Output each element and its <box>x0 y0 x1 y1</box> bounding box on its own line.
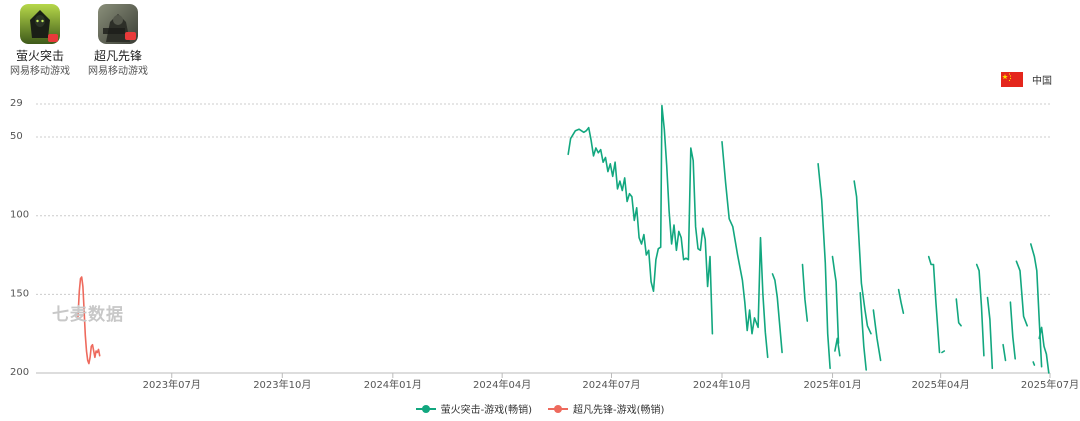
series-1-line-segment <box>721 141 769 359</box>
series-1-line-segment <box>801 263 809 322</box>
series-1-line-segment <box>859 291 868 371</box>
series-1-line-segment <box>941 350 946 354</box>
watermark: 七麦数据 <box>52 305 124 325</box>
app-developer: 网易移动游戏 <box>88 66 148 77</box>
y-tick-label: 150 <box>10 288 29 299</box>
series-1-line-segment <box>1030 243 1043 368</box>
app-name: 超凡先锋 <box>93 49 142 63</box>
y-tick-label: 50 <box>10 131 23 142</box>
series-1-line-segment <box>567 104 714 335</box>
arena-breakout-app-icon[interactable] <box>98 4 138 44</box>
x-tick-label: 2023年10月 <box>253 378 311 391</box>
china-flag-icon <box>1001 72 1023 87</box>
series-1-line-segment <box>955 298 962 327</box>
country-label: 中国 <box>1032 76 1052 87</box>
series-1-line-segment <box>1038 326 1050 374</box>
series-1-line-segment <box>927 255 941 354</box>
series-1-line-segment <box>853 180 872 335</box>
legend-item-series-1[interactable]: 萤火突击-游戏(畅销) <box>415 401 532 416</box>
series-1-line-segment <box>1009 301 1017 360</box>
series-1-line-segment <box>1015 260 1028 327</box>
series-1-line-segment <box>1002 343 1007 362</box>
legend-label: 超凡先锋-游戏(畅销) <box>573 405 665 416</box>
x-tick-label: 2024年07月 <box>582 378 640 391</box>
legend-marker-icon <box>548 404 568 413</box>
series-1-line-segment <box>986 296 994 370</box>
series-1-line-segment <box>872 309 882 362</box>
country-filter[interactable]: 中国 <box>1001 72 1052 87</box>
series-1-line-segment <box>834 337 841 357</box>
legend: 萤火突击-游戏(畅销) 超凡先锋-游戏(畅销) <box>0 401 1080 416</box>
app-name: 萤火突击 <box>15 49 64 63</box>
app-developer: 网易移动游戏 <box>10 66 70 77</box>
series-1-line-segment <box>975 263 985 357</box>
y-tick-label: 29 <box>10 98 23 109</box>
x-tick-label: 2024年04月 <box>473 378 531 391</box>
series-1-line-segment <box>817 163 831 370</box>
y-tick-label: 100 <box>10 210 29 221</box>
x-tick-label: 2025年04月 <box>912 378 970 391</box>
y-tick-label: 200 <box>10 367 29 378</box>
series-2-line-segment <box>77 276 101 365</box>
legend-label: 萤火突击-游戏(畅销) <box>440 405 532 416</box>
x-tick-label: 2024年01月 <box>364 378 422 391</box>
legend-item-series-2[interactable]: 超凡先锋-游戏(畅销) <box>548 401 664 416</box>
x-tick-label: 2024年10月 <box>693 378 751 391</box>
firefly-assault-app-icon[interactable] <box>20 4 60 44</box>
series-1-line-segment <box>771 273 783 354</box>
legend-marker-icon <box>415 404 436 413</box>
series-1-line-segment <box>897 288 905 315</box>
app-card-1[interactable]: 超凡先锋 网易移动游戏 <box>78 4 158 78</box>
x-tick-label: 2025年07月 <box>1021 378 1079 391</box>
series-1-line-segment <box>1032 361 1036 366</box>
series-1-line-segment <box>831 255 840 344</box>
app-card-0[interactable]: 萤火突击 网易移动游戏 <box>0 4 80 78</box>
x-tick-label: 2023年07月 <box>143 378 201 391</box>
x-tick-label: 2025年01月 <box>803 378 861 391</box>
